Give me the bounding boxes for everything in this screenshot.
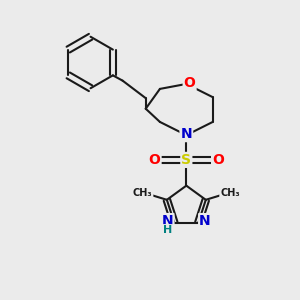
Text: O: O xyxy=(212,153,224,167)
Text: H: H xyxy=(163,225,172,235)
Text: N: N xyxy=(199,214,211,228)
Text: O: O xyxy=(149,153,161,167)
Text: N: N xyxy=(181,127,192,141)
Text: O: O xyxy=(184,76,196,90)
Text: N: N xyxy=(162,214,173,228)
Text: CH₃: CH₃ xyxy=(220,188,240,197)
Text: CH₃: CH₃ xyxy=(133,188,153,197)
Text: S: S xyxy=(181,153,191,167)
